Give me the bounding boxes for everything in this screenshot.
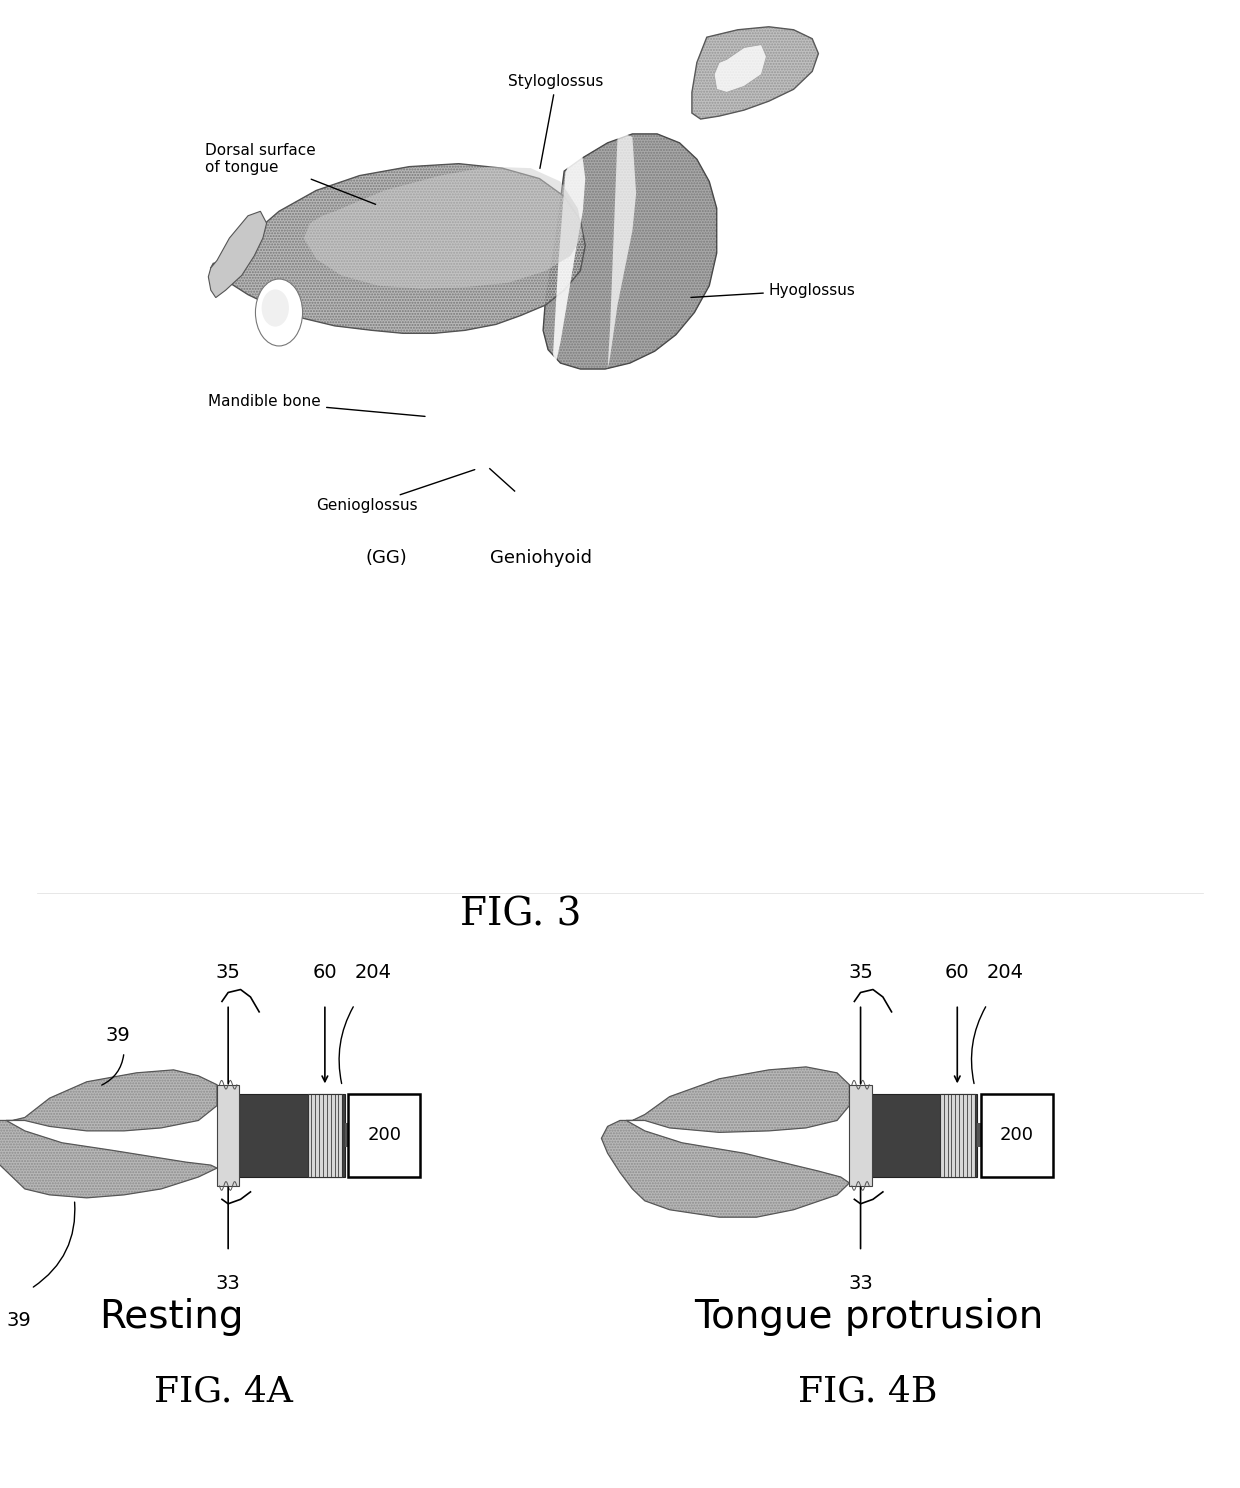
Text: 204: 204 xyxy=(987,963,1024,982)
Bar xyxy=(217,1085,239,1186)
Bar xyxy=(239,1094,345,1177)
Bar xyxy=(348,1094,420,1177)
Text: 60: 60 xyxy=(945,963,970,982)
Bar xyxy=(977,1123,981,1147)
Text: 39: 39 xyxy=(6,1311,31,1330)
Polygon shape xyxy=(553,140,585,365)
Text: 200: 200 xyxy=(999,1126,1034,1144)
Bar xyxy=(940,1094,975,1177)
Bar xyxy=(849,1085,872,1186)
Text: 200: 200 xyxy=(367,1126,402,1144)
Bar xyxy=(345,1123,348,1147)
Text: 33: 33 xyxy=(848,1274,873,1293)
Polygon shape xyxy=(692,27,818,119)
Text: 35: 35 xyxy=(848,963,873,982)
Polygon shape xyxy=(608,134,636,369)
Text: Resting: Resting xyxy=(99,1298,244,1336)
Text: Hyoglossus: Hyoglossus xyxy=(691,283,856,298)
Text: 60: 60 xyxy=(312,963,337,982)
Text: Geniohyoid: Geniohyoid xyxy=(490,549,591,567)
Polygon shape xyxy=(543,134,717,369)
Text: Dorsal surface
of tongue: Dorsal surface of tongue xyxy=(205,143,376,204)
Ellipse shape xyxy=(262,289,289,326)
Bar xyxy=(872,1094,977,1177)
Polygon shape xyxy=(714,45,766,92)
Text: (GG): (GG) xyxy=(366,549,408,567)
Text: Styloglossus: Styloglossus xyxy=(508,74,604,168)
Polygon shape xyxy=(601,1120,849,1217)
Bar xyxy=(308,1094,342,1177)
Text: 39: 39 xyxy=(105,1025,130,1045)
Bar xyxy=(940,1094,975,1177)
Text: Mandible bone: Mandible bone xyxy=(208,394,425,417)
Polygon shape xyxy=(211,164,585,333)
Polygon shape xyxy=(626,1067,849,1132)
Bar xyxy=(981,1094,1053,1177)
Text: FIG. 4B: FIG. 4B xyxy=(799,1375,937,1408)
Ellipse shape xyxy=(255,278,303,345)
Polygon shape xyxy=(304,167,583,289)
Bar xyxy=(308,1094,342,1177)
Text: FIG. 3: FIG. 3 xyxy=(460,897,582,933)
Polygon shape xyxy=(208,211,267,298)
Text: Genioglossus: Genioglossus xyxy=(316,470,475,513)
Polygon shape xyxy=(0,1120,217,1198)
Text: FIG. 4A: FIG. 4A xyxy=(154,1375,293,1408)
Text: Tongue protrusion: Tongue protrusion xyxy=(694,1298,1044,1336)
Text: 33: 33 xyxy=(216,1274,241,1293)
Polygon shape xyxy=(6,1070,217,1131)
Text: 35: 35 xyxy=(216,963,241,982)
Text: 204: 204 xyxy=(355,963,392,982)
